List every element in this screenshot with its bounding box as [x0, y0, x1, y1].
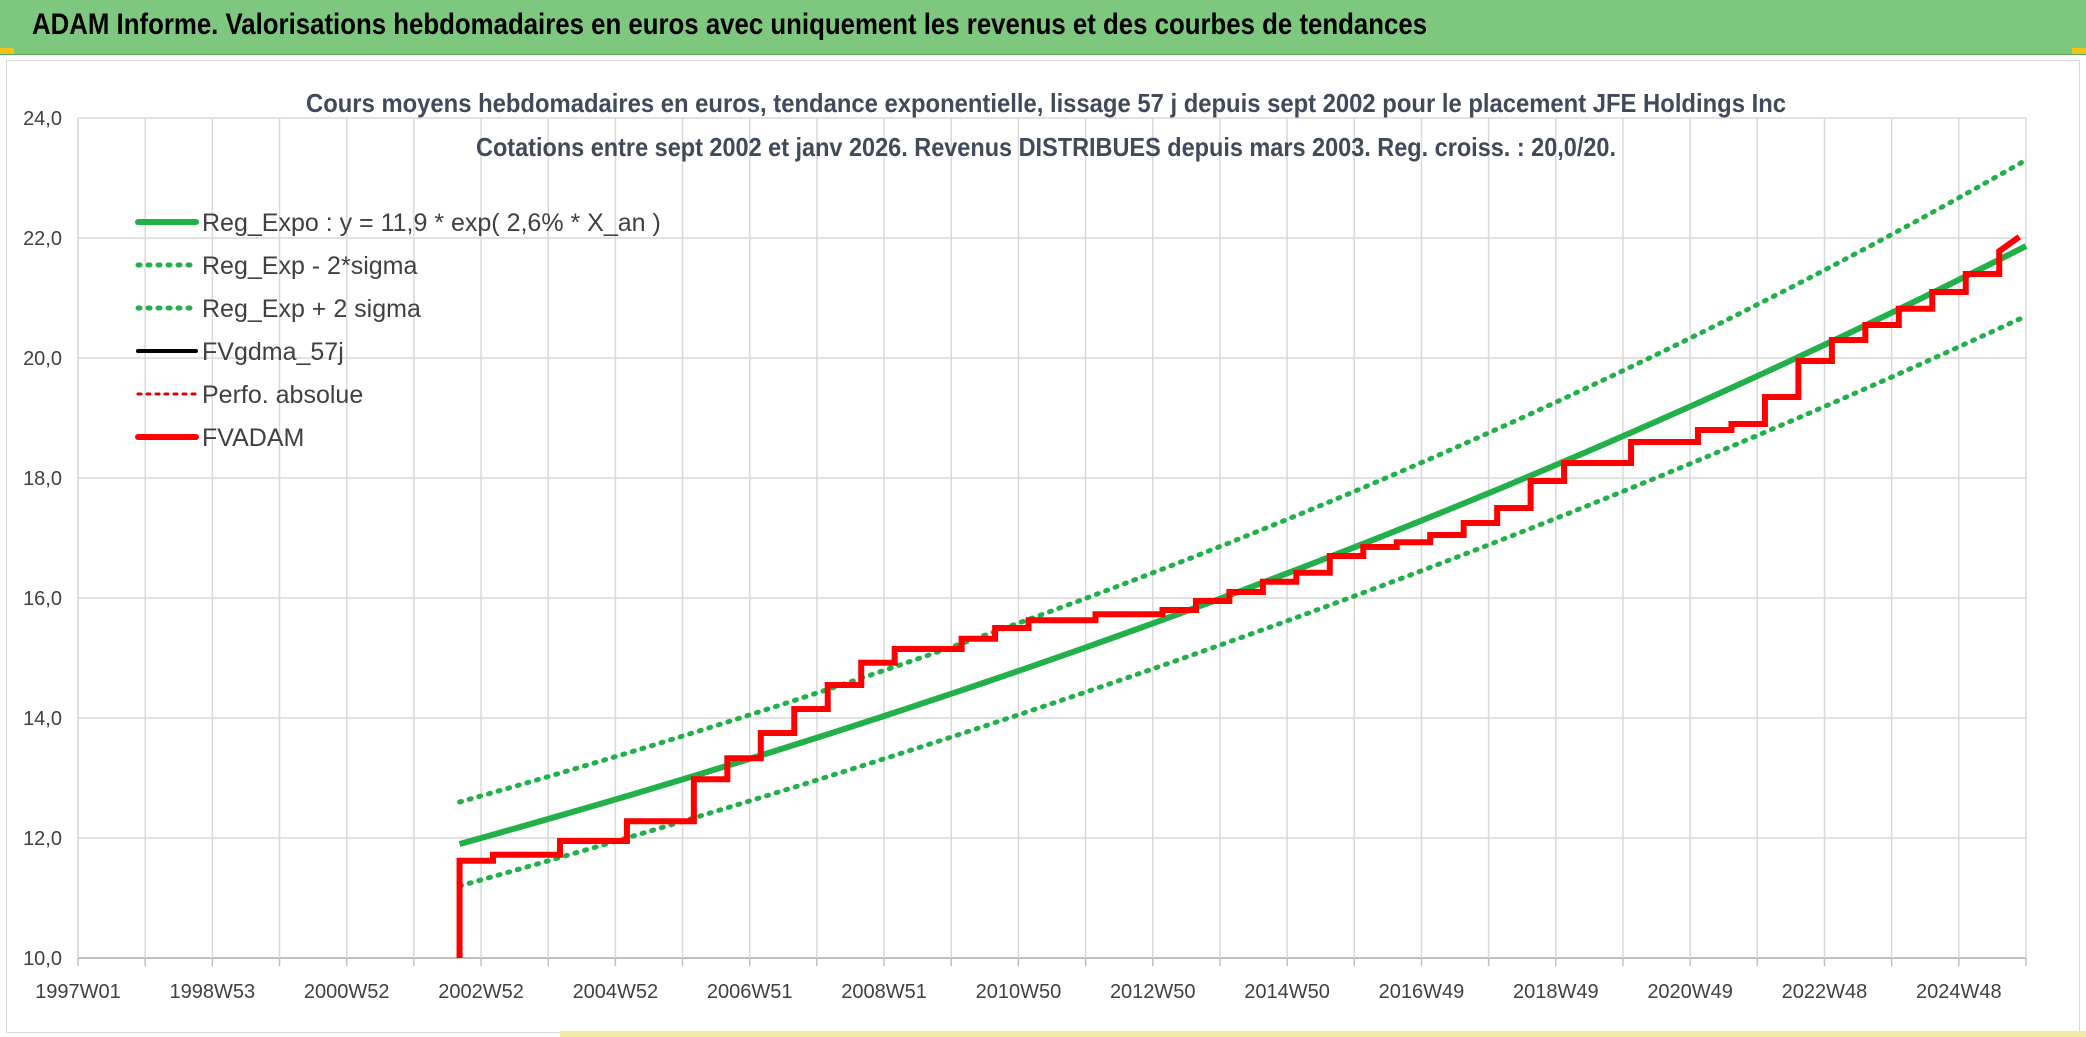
y-tick-label: 24,0	[23, 108, 62, 130]
legend: Reg_Expo : y = 11,9 * exp( 2,6% * X_an )…	[135, 209, 661, 452]
x-tick-label: 2016W49	[1379, 981, 1465, 1003]
y-tick-label: 12,0	[23, 828, 62, 850]
x-tick-label: 2002W52	[438, 981, 524, 1003]
legend-label: Reg_Exp + 2 sigma	[202, 295, 421, 323]
x-tick-label: 2004W52	[573, 981, 659, 1003]
series-fvgdma-57j	[459, 236, 2021, 864]
y-tick-label: 10,0	[23, 948, 62, 970]
series-reg-exp-plus-2-sigma	[457, 157, 2029, 805]
x-tick-label: 2018W49	[1513, 981, 1599, 1003]
corner-mark-left	[0, 48, 14, 54]
legend-label: Reg_Expo : y = 11,9 * exp( 2,6% * X_an )	[202, 209, 661, 237]
chart-area	[6, 60, 2080, 1033]
y-tick-label: 22,0	[23, 228, 62, 250]
x-tick-label: 2014W50	[1244, 981, 1330, 1003]
x-tick-label: 2024W48	[1916, 981, 2002, 1003]
x-axis-ticks: 1997W01 1998W53 2000W52 2002W52 2004W52 2006W…	[35, 981, 2001, 1003]
x-tick-label: 2010W50	[976, 981, 1062, 1003]
y-tick-label: 18,0	[23, 468, 62, 490]
y-tick-label: 14,0	[23, 708, 62, 730]
y-tick-label: 20,0	[23, 348, 62, 370]
y-axis-ticks: 10,0 12,0 14,0 16,0 18,0 20,0 22,0 24,0	[23, 108, 62, 970]
x-tick-label: 2000W52	[304, 981, 390, 1003]
grid	[77, 117, 2027, 966]
x-tick-label: 2020W49	[1647, 981, 1733, 1003]
series-reg-expo	[458, 243, 2028, 847]
x-tick-label: 2012W50	[1110, 981, 1196, 1003]
banner-title: ADAM Informe. Valorisations hebdomadaire…	[32, 8, 1428, 41]
chart-subtitle-line2: Cotations entre sept 2002 et janv 2026. …	[476, 132, 1616, 162]
x-tick-label: 1997W01	[35, 981, 121, 1003]
x-tick-label: 2008W51	[841, 981, 927, 1003]
series-reg-exp-minus-2-sigma	[457, 313, 2029, 889]
corner-mark-right	[2072, 48, 2086, 54]
legend-label: Reg_Exp - 2*sigma	[202, 252, 417, 280]
series-group	[456, 157, 2029, 958]
chart-subtitle-line1: Cours moyens hebdomadaires en euros, ten…	[306, 88, 1786, 118]
x-tick-label: 2006W51	[707, 981, 793, 1003]
x-tick-label: 2022W48	[1782, 981, 1868, 1003]
x-tick-label: 1998W53	[170, 981, 256, 1003]
banner: ADAM Informe. Valorisations hebdomadaire…	[0, 0, 2086, 55]
legend-label: Perfo. absolue	[202, 381, 363, 409]
legend-label: FVADAM	[202, 424, 304, 452]
legend-label: FVgdma_57j	[202, 338, 344, 366]
y-tick-label: 16,0	[23, 588, 62, 610]
series-fvadam	[456, 234, 2022, 958]
bottom-strip	[560, 1031, 2086, 1037]
